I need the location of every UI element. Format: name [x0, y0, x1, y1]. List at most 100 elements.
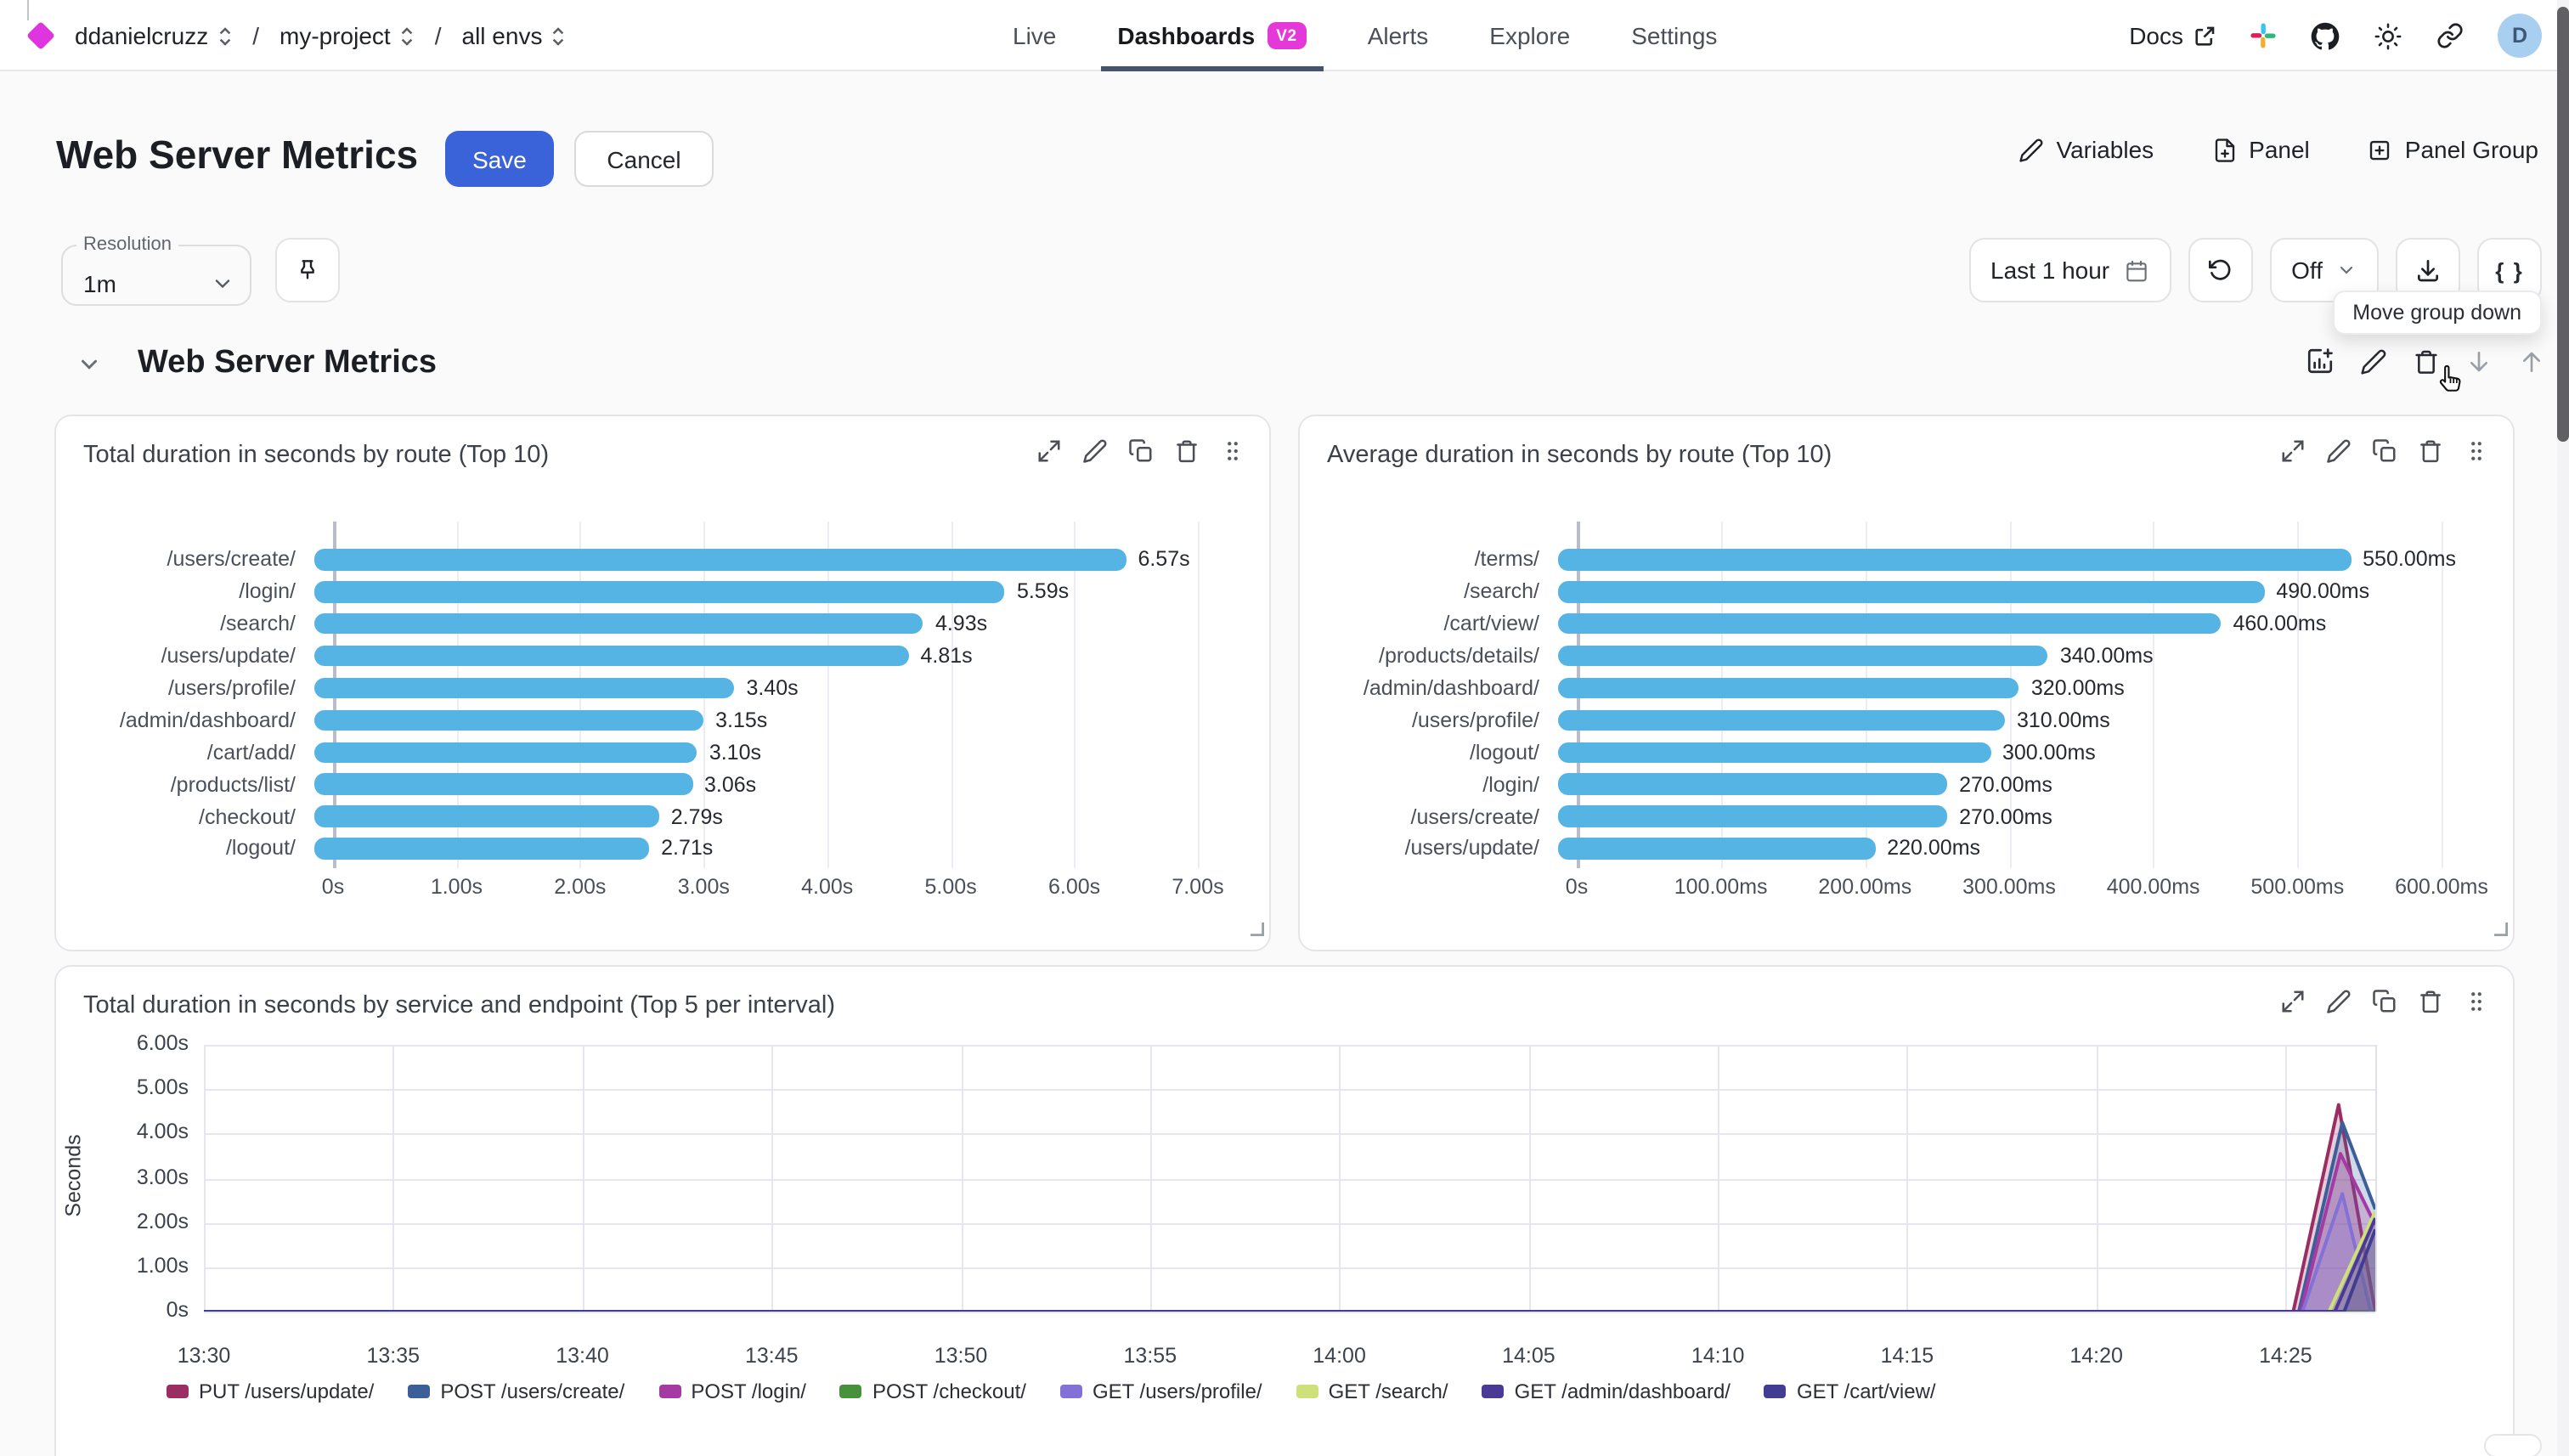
- scrollbar-thumb[interactable]: [2557, 7, 2569, 442]
- bar-category-label: /login/: [239, 579, 296, 604]
- add-panel-button[interactable]: Panel: [2211, 136, 2310, 163]
- bar-row: /terms/550.00ms: [1300, 544, 2513, 576]
- tab-live[interactable]: Live: [1013, 0, 1056, 71]
- bar-category-label: /cart/view/: [1443, 612, 1539, 636]
- panel-resize-handle[interactable]: [1251, 914, 1264, 945]
- panel-title: Average duration in seconds by route (To…: [1327, 442, 1832, 469]
- pin-button[interactable]: [275, 238, 340, 302]
- bar-chart: 0s 1.00s 2.00s 3.00s 4.00s 5.00s 6.00s 7.00s/us…: [56, 491, 1269, 936]
- bar-category-label: /products/list/: [170, 772, 296, 797]
- bar-category-label: /users/profile/: [167, 676, 296, 700]
- bar: [314, 773, 692, 795]
- breadcrumb-project-selector[interactable]: my-project: [279, 22, 415, 49]
- add-panel-to-group-icon[interactable]: [2306, 347, 2335, 375]
- save-button[interactable]: Save: [445, 131, 554, 187]
- panel-resize-handle[interactable]: [2494, 914, 2508, 945]
- bar-row: /admin/dashboard/3.15s: [56, 704, 1269, 736]
- legend-item[interactable]: POST /login/: [658, 1380, 806, 1403]
- breadcrumb-env-selector[interactable]: all envs: [462, 22, 567, 49]
- github-icon[interactable]: [2311, 21, 2340, 50]
- bar-row: /cart/view/460.00ms: [1300, 608, 2513, 641]
- delete-panel-icon[interactable]: [2418, 989, 2443, 1014]
- file-plus-icon: [2214, 138, 2234, 161]
- x-axis-tick: 13:45: [745, 1344, 799, 1368]
- expand-icon[interactable]: [2280, 438, 2306, 464]
- slack-icon[interactable]: [2250, 22, 2277, 49]
- auto-refresh-select[interactable]: Off: [2269, 238, 2379, 302]
- delete-group-icon[interactable]: [2413, 347, 2440, 375]
- bar: [314, 805, 659, 827]
- legend-item[interactable]: GET /users/profile/: [1059, 1380, 1262, 1403]
- x-axis-tick: 1.00s: [430, 875, 483, 899]
- page-scrollbar[interactable]: [2557, 0, 2569, 1456]
- cancel-button[interactable]: Cancel: [574, 131, 714, 187]
- bar-value-label: 4.81s: [920, 644, 973, 669]
- time-range-label: Last 1 hour: [1990, 257, 2110, 284]
- bar-category-label: /cart/add/: [206, 740, 296, 765]
- legend-item[interactable]: GET /search/: [1296, 1380, 1448, 1403]
- drag-handle-icon[interactable]: [1220, 438, 1245, 464]
- bar-row: /login/270.00ms: [1300, 768, 2513, 800]
- delete-panel-icon[interactable]: [2418, 438, 2443, 464]
- time-range-button[interactable]: Last 1 hour: [1968, 238, 2171, 302]
- series-line: [204, 1120, 2375, 1312]
- share-link-icon[interactable]: [2436, 22, 2464, 49]
- braces-label: { }: [2495, 257, 2524, 283]
- legend-item[interactable]: PUT /users/update/: [167, 1380, 374, 1403]
- edit-panel-icon[interactable]: [1082, 438, 1108, 464]
- series-line: [204, 1103, 2375, 1312]
- tab-settings[interactable]: Settings: [1631, 0, 1717, 71]
- variables-button[interactable]: Variables: [2019, 136, 2154, 163]
- edit-group-icon[interactable]: [2360, 347, 2387, 375]
- user-avatar[interactable]: D: [2498, 14, 2542, 58]
- bar-row: /admin/dashboard/320.00ms: [1300, 672, 2513, 704]
- bar-value-label: 5.59s: [1016, 579, 1070, 604]
- refresh-button[interactable]: [2188, 238, 2253, 302]
- bar-category-label: /admin/dashboard/: [1363, 676, 1539, 700]
- bar-value-label: 300.00ms: [2002, 740, 2096, 765]
- x-axis-tick: 7.00s: [1172, 875, 1224, 899]
- expand-icon[interactable]: [2280, 989, 2306, 1014]
- collapse-group-icon[interactable]: [76, 352, 102, 386]
- bar-category-label: /users/create/: [167, 547, 296, 572]
- delete-panel-icon[interactable]: [1174, 438, 1200, 464]
- bar: [314, 549, 1126, 571]
- legend-item[interactable]: GET /admin/dashboard/: [1482, 1380, 1731, 1403]
- expand-icon[interactable]: [1036, 438, 1062, 464]
- tab-explore[interactable]: Explore: [1489, 0, 1570, 71]
- theme-sun-icon[interactable]: [2374, 21, 2402, 50]
- drag-handle-icon[interactable]: [2464, 989, 2489, 1014]
- tooltip-move-group-down: Move group down: [2332, 291, 2542, 335]
- tab-dashboards[interactable]: Dashboards V2: [1100, 0, 1324, 71]
- breadcrumb-org-selector[interactable]: ddanielcruzz: [75, 22, 232, 49]
- move-group-down-icon[interactable]: [2465, 347, 2493, 375]
- move-group-up-icon[interactable]: [2518, 347, 2545, 375]
- copy-panel-icon[interactable]: [1128, 438, 1154, 464]
- drag-handle-icon[interactable]: [2464, 438, 2489, 464]
- copy-panel-icon[interactable]: [2372, 989, 2397, 1014]
- legend-item[interactable]: POST /checkout/: [839, 1380, 1026, 1403]
- legend-item[interactable]: POST /users/create/: [408, 1380, 624, 1403]
- x-axis-tick: 13:55: [1123, 1344, 1177, 1368]
- series-line: [204, 1211, 2375, 1312]
- bar-category-label: /search/: [220, 612, 296, 636]
- docs-link[interactable]: Docs: [2129, 22, 2216, 49]
- external-link-icon: [2195, 25, 2215, 45]
- resolution-select[interactable]: Resolution 1m: [61, 234, 251, 306]
- legend-label: PUT /users/update/: [199, 1380, 375, 1403]
- edit-panel-icon[interactable]: [2326, 438, 2352, 464]
- copy-panel-icon[interactable]: [2372, 438, 2397, 464]
- bar: [314, 838, 650, 860]
- resolution-value: 1m: [83, 270, 116, 297]
- add-panel-group-button[interactable]: Panel Group: [2368, 136, 2538, 163]
- legend-item[interactable]: GET /cart/view/: [1764, 1380, 1936, 1403]
- caret-artifact: [27, 0, 29, 20]
- bar-chart: 0s 100.00ms 200.00ms 300.00ms 400.00ms 500.00…: [1300, 491, 2513, 936]
- panel-group-header: Web Server Metrics: [0, 336, 2569, 398]
- bar-row: /products/list/3.06s: [56, 768, 1269, 800]
- tab-explore-label: Explore: [1489, 22, 1571, 49]
- x-axis-tick: 3.00s: [677, 875, 730, 899]
- tab-alerts[interactable]: Alerts: [1368, 0, 1429, 71]
- edit-panel-icon[interactable]: [2326, 989, 2352, 1014]
- panel-actions: [2280, 989, 2489, 1014]
